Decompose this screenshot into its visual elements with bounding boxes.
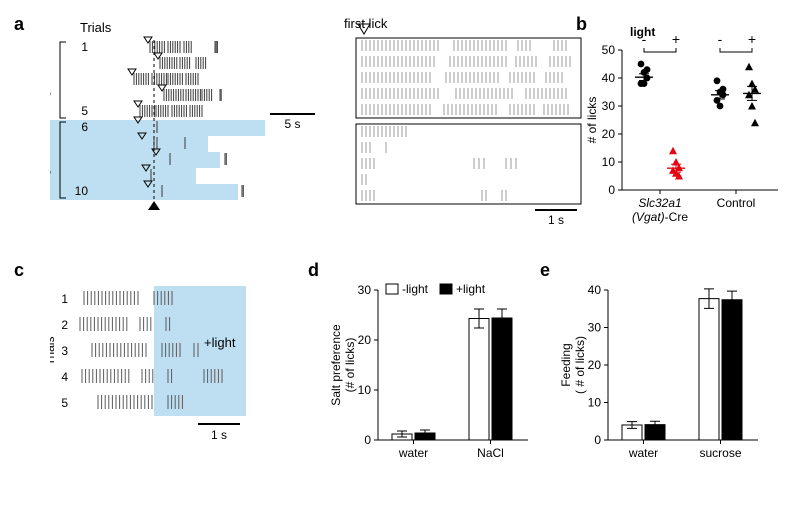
- panel-d-label: d: [308, 260, 319, 281]
- svg-text:30: 30: [602, 99, 616, 113]
- svg-text:50: 50: [602, 43, 616, 57]
- svg-text:water: water: [398, 446, 428, 460]
- panel-a-right: first lick 156101 s: [354, 16, 584, 232]
- svg-text:10: 10: [588, 396, 602, 410]
- chart-d: 0 10 20 30 Salt preference(# of licks) water N…: [324, 272, 534, 487]
- svg-text:(# of licks): (# of licks): [343, 338, 357, 393]
- svg-text:30: 30: [358, 283, 372, 297]
- svg-text:1: 1: [81, 40, 88, 54]
- svg-text:10: 10: [358, 383, 372, 397]
- svg-text:+ light: + light: [50, 158, 51, 191]
- panel-c: +light 1 2 3 4 5 Trials 1 s: [50, 280, 260, 490]
- svg-text:(Vgat)-Cre: (Vgat)-Cre: [632, 210, 688, 224]
- raster-a-left: 1 5 6 10 - light + light 5 s: [50, 20, 340, 240]
- svg-text:2: 2: [61, 318, 68, 332]
- svg-text:20: 20: [588, 358, 602, 372]
- panel-b: 01020304050# of lickslight-+Slc32a1(Vgat…: [586, 20, 786, 230]
- raster-c: +light 1 2 3 4 5 Trials 1 s: [50, 280, 260, 490]
- svg-text:6: 6: [81, 120, 88, 134]
- svg-text:water: water: [628, 446, 658, 460]
- svg-text:sucrose: sucrose: [699, 446, 741, 460]
- svg-text:10: 10: [75, 184, 89, 198]
- svg-text:Salt preference: Salt preference: [329, 324, 343, 406]
- panel-d: 0 10 20 30 Salt preference(# of licks) water N…: [324, 272, 534, 487]
- svg-text:+: +: [748, 31, 756, 47]
- svg-text:-: -: [642, 31, 647, 47]
- svg-text:4: 4: [61, 370, 68, 384]
- svg-text:20: 20: [602, 127, 616, 141]
- svg-text:10: 10: [602, 155, 616, 169]
- svg-text:+: +: [672, 31, 680, 47]
- svg-text:3: 3: [61, 344, 68, 358]
- panel-e-label: e: [540, 260, 550, 281]
- svg-text:Slc32a1: Slc32a1: [638, 196, 681, 210]
- svg-text:+light: +light: [204, 335, 236, 350]
- chart-e: 0 10 20 30 40 Feeding( # of licks) water sucros…: [554, 272, 774, 487]
- raster-a-right: 156101 s: [354, 16, 584, 232]
- panel-a-left: Trials 15610- light+ light5 s: [50, 20, 340, 240]
- panel-e: 0 10 20 30 40 Feeding( # of licks) water sucros…: [554, 272, 774, 487]
- svg-text:5: 5: [81, 104, 88, 118]
- svg-text:# of licks: # of licks: [586, 97, 599, 144]
- svg-text:40: 40: [602, 71, 616, 85]
- svg-text:-: -: [718, 31, 723, 47]
- svg-text:+light: +light: [456, 282, 486, 296]
- panel-c-label: c: [14, 260, 24, 281]
- svg-text:20: 20: [358, 333, 372, 347]
- svg-text:0: 0: [364, 433, 371, 447]
- svg-text:30: 30: [588, 321, 602, 335]
- svg-text:NaCl: NaCl: [477, 446, 504, 460]
- svg-text:( # of licks): ( # of licks): [573, 336, 587, 394]
- svg-text:0: 0: [594, 433, 601, 447]
- svg-text:1: 1: [61, 292, 68, 306]
- svg-text:5: 5: [61, 396, 68, 410]
- svg-text:Feeding: Feeding: [559, 343, 573, 386]
- svg-text:40: 40: [588, 283, 602, 297]
- panel-a-label: a: [14, 14, 24, 35]
- svg-text:- light: - light: [50, 80, 51, 110]
- figure-root: a b c d e Trials 15610- light+ light5 s …: [0, 0, 800, 506]
- svg-text:1 s: 1 s: [211, 428, 227, 442]
- svg-text:-light: -light: [402, 282, 429, 296]
- svg-text:1 s: 1 s: [548, 213, 564, 227]
- svg-text:Control: Control: [717, 196, 756, 210]
- svg-text:Trials: Trials: [50, 337, 57, 366]
- svg-text:5 s: 5 s: [284, 117, 300, 131]
- svg-text:0: 0: [608, 183, 615, 197]
- chart-b: 01020304050# of lickslight-+Slc32a1(Vgat…: [586, 20, 786, 230]
